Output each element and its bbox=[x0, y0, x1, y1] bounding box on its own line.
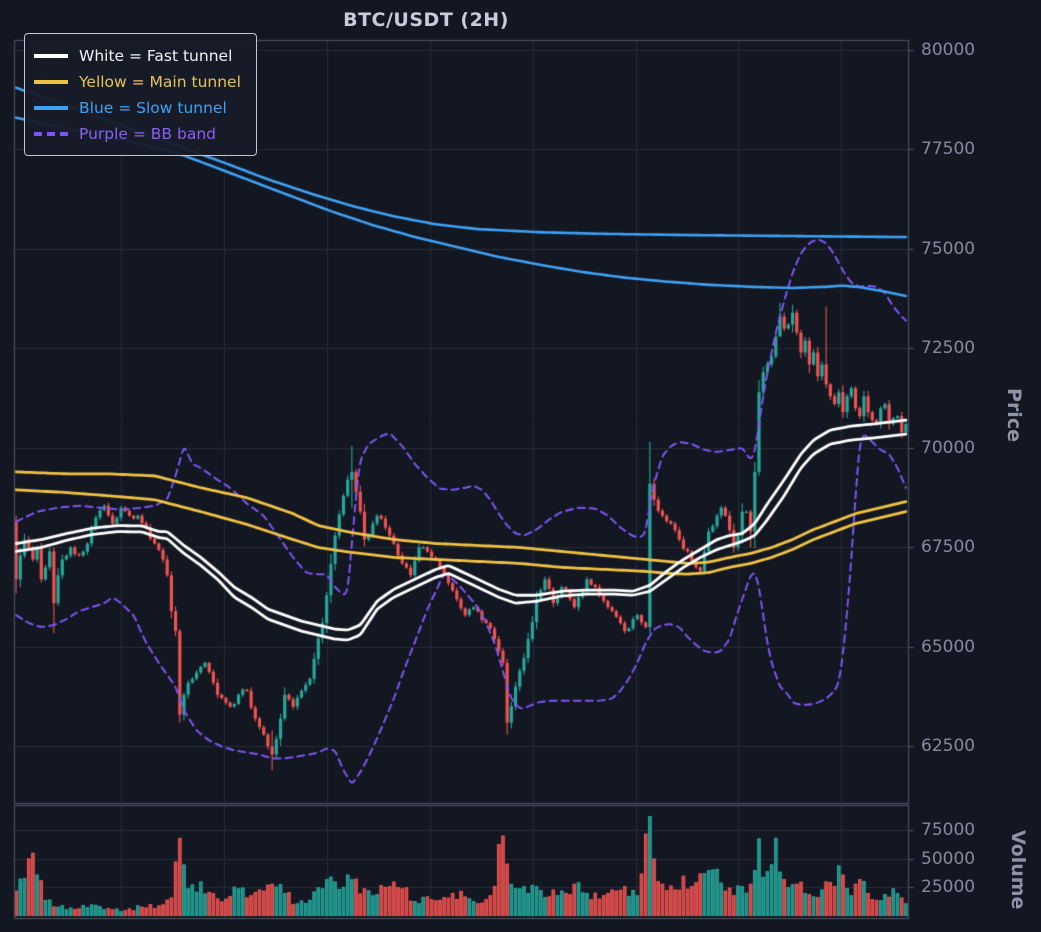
legend-label: White = Fast tunnel bbox=[79, 47, 233, 65]
price-axis-tick-label: 80000 bbox=[921, 39, 976, 60]
price-axis-tick-label: 75000 bbox=[921, 238, 976, 259]
legend-item-slow-tunnel: Blue = Slow tunnel bbox=[34, 95, 244, 121]
legend-item-main-tunnel: Yellow = Main tunnel bbox=[34, 69, 244, 95]
price-axis-tick-label: 62500 bbox=[921, 736, 976, 757]
price-axis-tick-label: 77500 bbox=[921, 139, 976, 160]
price-axis-tick-label: 70000 bbox=[921, 437, 976, 458]
volume-axis-tick-label: 25000 bbox=[921, 877, 976, 898]
legend-item-bb-band: Purple = BB band bbox=[34, 121, 244, 147]
legend-label: Yellow = Main tunnel bbox=[79, 73, 241, 91]
main-tunnel-line-swatch bbox=[34, 80, 68, 84]
price-axis-tick-label: 67500 bbox=[921, 537, 976, 558]
price-axis-tick-label: 72500 bbox=[921, 338, 976, 359]
legend-label: Purple = BB band bbox=[79, 125, 216, 143]
price-axis-tick-label: 65000 bbox=[921, 636, 976, 657]
fast-tunnel-line-swatch bbox=[34, 54, 68, 58]
legend-label: Blue = Slow tunnel bbox=[79, 99, 227, 117]
price-axis-label: Price bbox=[1003, 388, 1025, 442]
volume-axis-tick-label: 75000 bbox=[921, 819, 976, 840]
chart-title: BTC/USDT (2H) bbox=[343, 9, 509, 31]
volume-axis-tick-label: 50000 bbox=[921, 848, 976, 869]
bb-band-line-swatch bbox=[34, 132, 68, 136]
slow-tunnel-line-swatch bbox=[34, 106, 68, 110]
volume-axis-label: Volume bbox=[1007, 830, 1029, 910]
legend-item-fast-tunnel: White = Fast tunnel bbox=[34, 43, 244, 69]
legend: White = Fast tunnel Yellow = Main tunnel… bbox=[24, 33, 257, 156]
